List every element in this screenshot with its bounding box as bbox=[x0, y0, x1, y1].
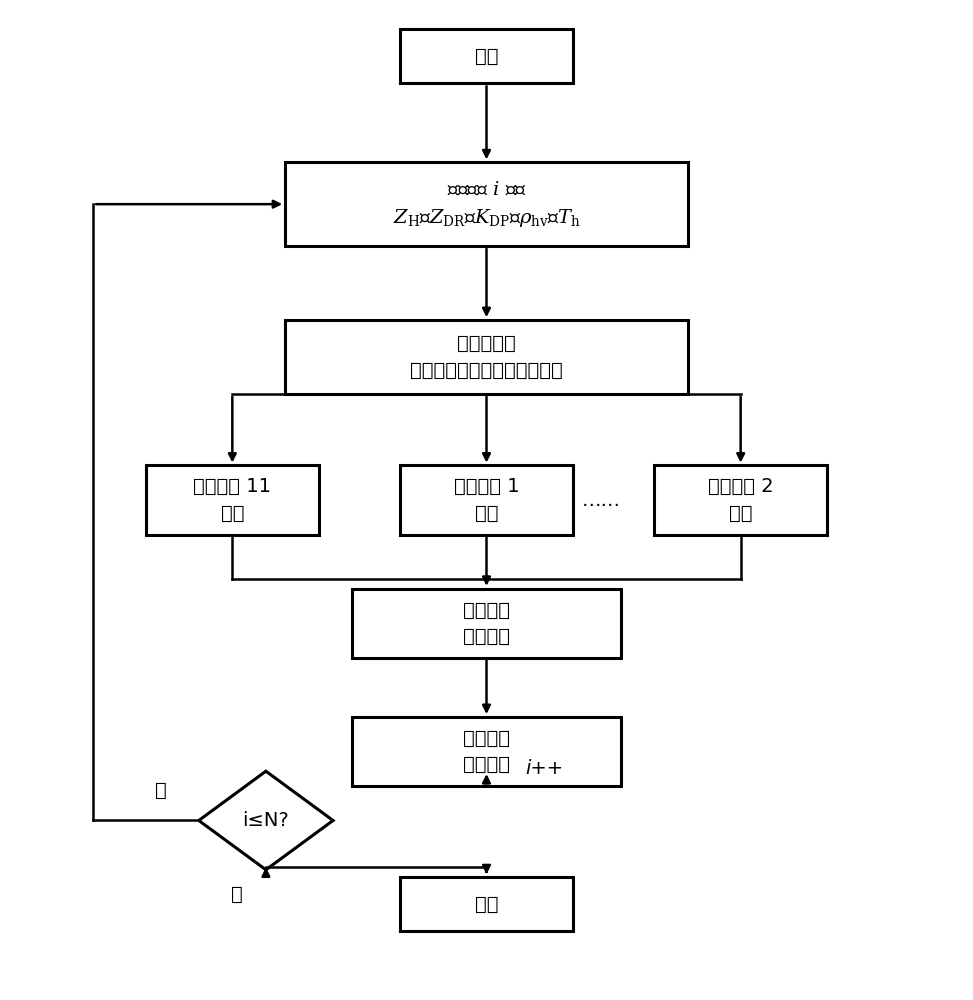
Text: 否: 否 bbox=[232, 885, 243, 904]
FancyBboxPatch shape bbox=[352, 717, 621, 786]
FancyBboxPatch shape bbox=[400, 877, 573, 931]
Polygon shape bbox=[198, 771, 333, 870]
Text: ……: …… bbox=[582, 491, 621, 510]
Text: 结束: 结束 bbox=[475, 895, 498, 914]
FancyBboxPatch shape bbox=[146, 465, 318, 535]
FancyBboxPatch shape bbox=[400, 29, 573, 83]
Text: 获取分值
最大类型: 获取分值 最大类型 bbox=[463, 601, 510, 646]
Text: 输出格点
粒子类型: 输出格点 粒子类型 bbox=[463, 729, 510, 774]
FancyBboxPatch shape bbox=[655, 465, 827, 535]
FancyBboxPatch shape bbox=[400, 465, 573, 535]
FancyBboxPatch shape bbox=[352, 589, 621, 658]
Text: i≤N?: i≤N? bbox=[242, 811, 289, 830]
Text: i++: i++ bbox=[524, 759, 563, 778]
Text: 读取格点 $i$ 参数
$Z_{\mathrm{H}}$、$Z_{\mathrm{DR}}$、$K_{\mathrm{DP}}$、$\rho_{\mathrm{: 读取格点 $i$ 参数 $Z_{\mathrm{H}}$、$Z_{\mathrm… bbox=[393, 180, 580, 229]
Text: 计算类型 1
分值: 计算类型 1 分值 bbox=[453, 477, 520, 523]
Text: 是: 是 bbox=[155, 781, 166, 800]
Text: 计算类型 2
分值: 计算类型 2 分值 bbox=[707, 477, 774, 523]
FancyBboxPatch shape bbox=[285, 320, 688, 394]
Text: 计算类型 11
分值: 计算类型 11 分值 bbox=[194, 477, 271, 523]
Text: 开始: 开始 bbox=[475, 47, 498, 66]
FancyBboxPatch shape bbox=[285, 162, 688, 246]
Text: 参量模糊化
（获取各粒子类型模糊集合）: 参量模糊化 （获取各粒子类型模糊集合） bbox=[411, 334, 562, 380]
